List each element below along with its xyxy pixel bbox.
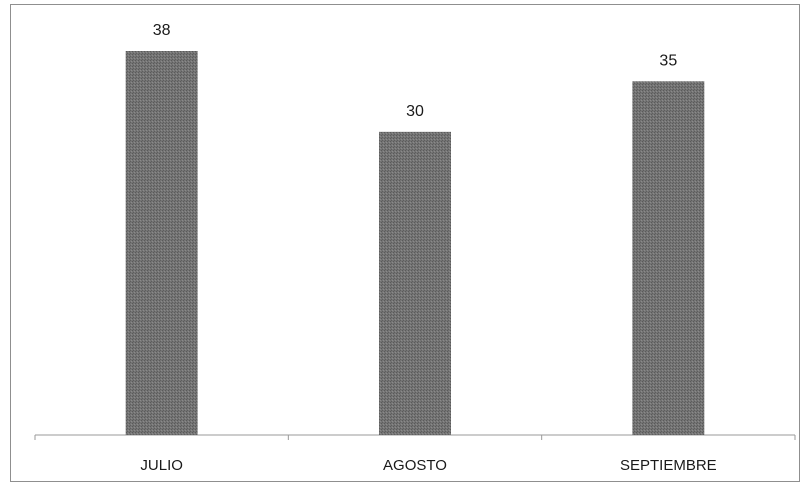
data-label-agosto: 30 (406, 103, 424, 120)
bar-agosto (379, 131, 451, 435)
category-label-julio: JULIO (140, 457, 183, 474)
bar-septiembre (632, 81, 705, 435)
data-label-septiembre: 35 (659, 52, 677, 69)
bar-julio (125, 51, 198, 435)
category-label-septiembre: SEPTIEMBRE (620, 457, 717, 474)
category-label-agosto: AGOSTO (383, 457, 447, 474)
data-label-julio: 38 (153, 22, 171, 39)
